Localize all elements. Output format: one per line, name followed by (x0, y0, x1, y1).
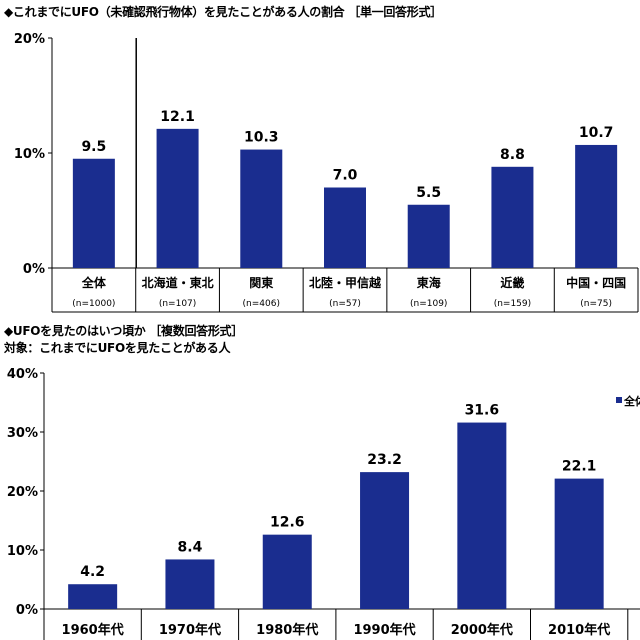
chart2-bar (554, 478, 604, 609)
chart2-y-tick-label: 30% (7, 426, 38, 441)
chart2-bar (457, 422, 507, 609)
chart1-n-label: (n=159) (494, 299, 531, 309)
chart2-bar (165, 559, 215, 609)
chart2-bar (262, 534, 312, 609)
chart1-n-label: (n=57) (329, 299, 361, 309)
chart1-category-label: 北海道・東北 (142, 275, 214, 290)
chart2-subtitle: 対象：これまでにUFOを見たことがある人 (4, 341, 231, 355)
chart1-n-label: (n=107) (159, 299, 196, 309)
chart2-y-tick-label: 10% (7, 544, 38, 559)
chart2-legend-swatch (616, 397, 622, 403)
chart2-category-label: 1980年代 (256, 622, 318, 638)
chart1-category-label: 中国・四国 (566, 275, 626, 290)
chart1-value-label: 10.3 (244, 130, 279, 146)
chart2-value-label: 4.2 (80, 564, 105, 580)
chart2-y-tick-label: 40% (7, 367, 38, 382)
chart2-y-tick-label: 20% (7, 485, 38, 500)
chart1-bar (491, 166, 534, 268)
chart2-bar (360, 472, 410, 609)
chart1-bar (407, 204, 450, 268)
chart2-value-label: 8.4 (178, 539, 203, 555)
chart2-legend-label: 全体 (623, 394, 640, 408)
chart1-value-label: 7.0 (333, 168, 358, 184)
chart1-category-label: 近畿 (500, 275, 524, 290)
chart1-bar (324, 187, 366, 268)
chart1-y-tick-label: 20% (14, 32, 45, 47)
chart1-value-label: 10.7 (579, 125, 614, 141)
chart2-y-tick-label: 0% (16, 603, 38, 618)
chart1: 0% 10% 20% 9.5 全体 (n=1000) 12.1 北海道・東北 (n=107) 10… (14, 32, 639, 313)
chart2-value-label: 31.6 (465, 403, 500, 419)
chart2-category-label: 1960年代 (62, 622, 124, 638)
chart1-n-label: (n=75) (580, 299, 612, 309)
chart2-category-label: 2000年代 (451, 622, 513, 638)
chart1-category-label: 東海 (417, 275, 441, 290)
chart1-n-label: (n=109) (410, 299, 447, 309)
chart2-value-label: 23.2 (367, 452, 402, 468)
chart1-y-tick-label: 0% (23, 262, 45, 277)
chart2-value-label: 22.1 (562, 459, 597, 475)
chart1-category-label: 全体 (81, 275, 107, 290)
chart1-bar (72, 158, 115, 268)
chart1-value-label: 8.8 (500, 147, 525, 163)
chart1-title: ◆これまでにUFO（未確認飛行物体）を見たことがある人の割合 ［単一回答形式］ (4, 5, 442, 19)
chart2-category-label: 2010年代 (548, 622, 610, 638)
chart1-value-label: 12.1 (160, 109, 195, 125)
chart2-bar (68, 584, 118, 609)
chart2-value-label: 12.6 (270, 515, 305, 531)
chart2-category-label: 1990年代 (353, 622, 415, 638)
chart1-value-label: 9.5 (81, 139, 106, 155)
chart1-bar (575, 144, 618, 268)
chart1-value-label: 5.5 (416, 185, 441, 201)
chart1-n-label: (n=1000) (72, 299, 115, 309)
chart2-title: ◆UFOを見たのはいつ頃か ［複数回答形式］ (4, 324, 243, 338)
chart1-bar (156, 128, 199, 268)
chart1-y-tick-label: 10% (14, 147, 45, 162)
chart2-category-label: 1970年代 (159, 622, 221, 638)
chart1-category-label: 北陸・甲信越 (309, 275, 382, 290)
chart1-category-label: 関東 (249, 275, 273, 290)
chart1-bar (240, 149, 283, 268)
chart1-n-label: (n=406) (243, 299, 280, 309)
